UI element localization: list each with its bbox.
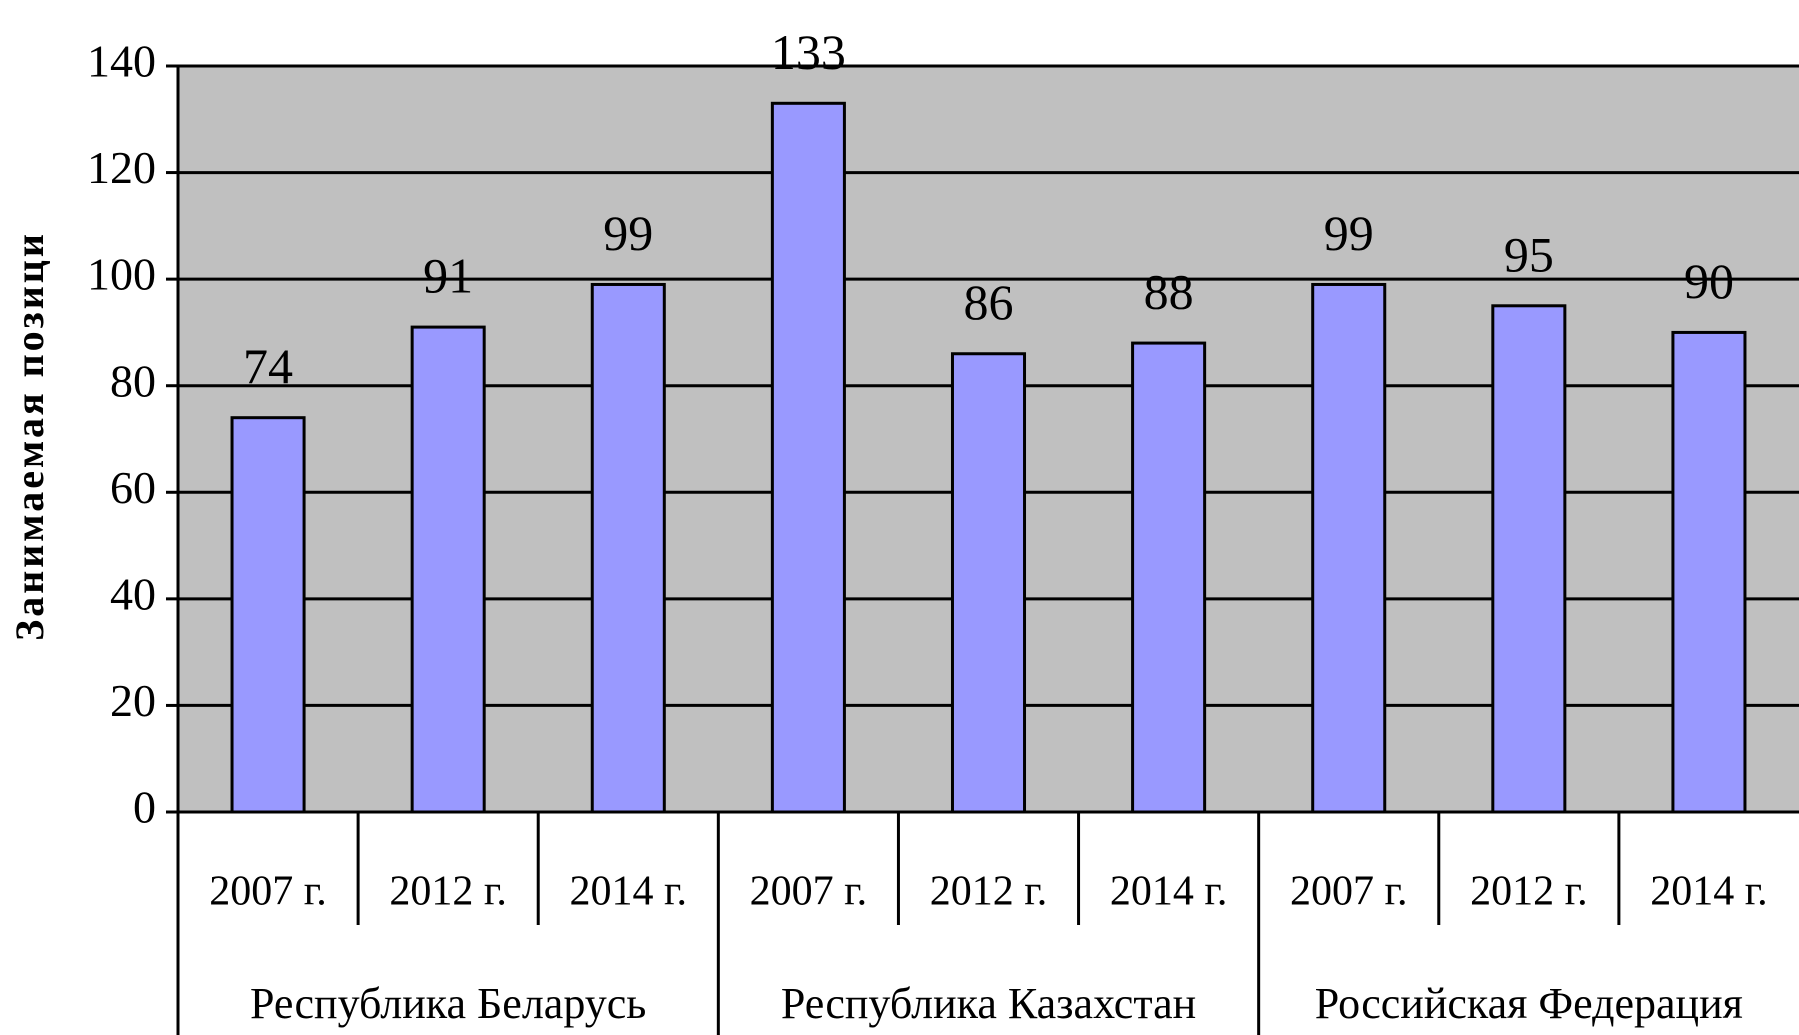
y-tick-label: 20 xyxy=(110,675,156,726)
x-tick-label: 2014 г. xyxy=(1110,869,1228,915)
value-label: 99 xyxy=(603,205,653,261)
bar xyxy=(590,282,666,814)
value-label: 74 xyxy=(243,338,293,394)
group-label: Республика Беларусь xyxy=(250,979,646,1028)
y-tick-label: 120 xyxy=(87,142,156,193)
x-tick-label: 2014 г. xyxy=(570,869,688,915)
y-tick-label: 100 xyxy=(87,249,156,300)
x-tick-label: 2007 г. xyxy=(1290,869,1408,915)
bar xyxy=(1131,341,1207,814)
x-tick-label: 2014 г. xyxy=(1650,869,1768,915)
group-label: Российская Федерация xyxy=(1315,979,1743,1028)
x-tick-label: 2012 г. xyxy=(1470,869,1588,915)
value-label: 95 xyxy=(1504,226,1554,282)
bar xyxy=(1311,282,1387,814)
value-label: 91 xyxy=(423,248,473,304)
value-label: 86 xyxy=(964,274,1014,330)
x-tick-label: 2007 г. xyxy=(209,869,327,915)
bar xyxy=(1671,330,1747,814)
y-tick-label: 0 xyxy=(133,782,156,833)
bar xyxy=(230,416,306,814)
y-axis-label: Занимаемая позици xyxy=(7,231,52,641)
y-tick-label: 40 xyxy=(110,568,156,619)
value-label: 99 xyxy=(1324,205,1374,261)
y-tick-label: 60 xyxy=(110,462,156,513)
bar xyxy=(770,101,846,814)
group-label: Республика Казахстан xyxy=(781,979,1196,1028)
value-label: 133 xyxy=(771,24,846,80)
x-tick-label: 2007 г. xyxy=(750,869,868,915)
x-tick-label: 2012 г. xyxy=(389,869,507,915)
y-tick-label: 80 xyxy=(110,355,156,406)
bar xyxy=(410,325,486,814)
y-tick-label: 140 xyxy=(87,36,156,87)
bar xyxy=(950,352,1027,814)
bar xyxy=(1491,304,1567,814)
value-label: 88 xyxy=(1144,264,1194,320)
x-tick-label: 2012 г. xyxy=(930,869,1048,915)
value-label: 90 xyxy=(1684,253,1734,309)
